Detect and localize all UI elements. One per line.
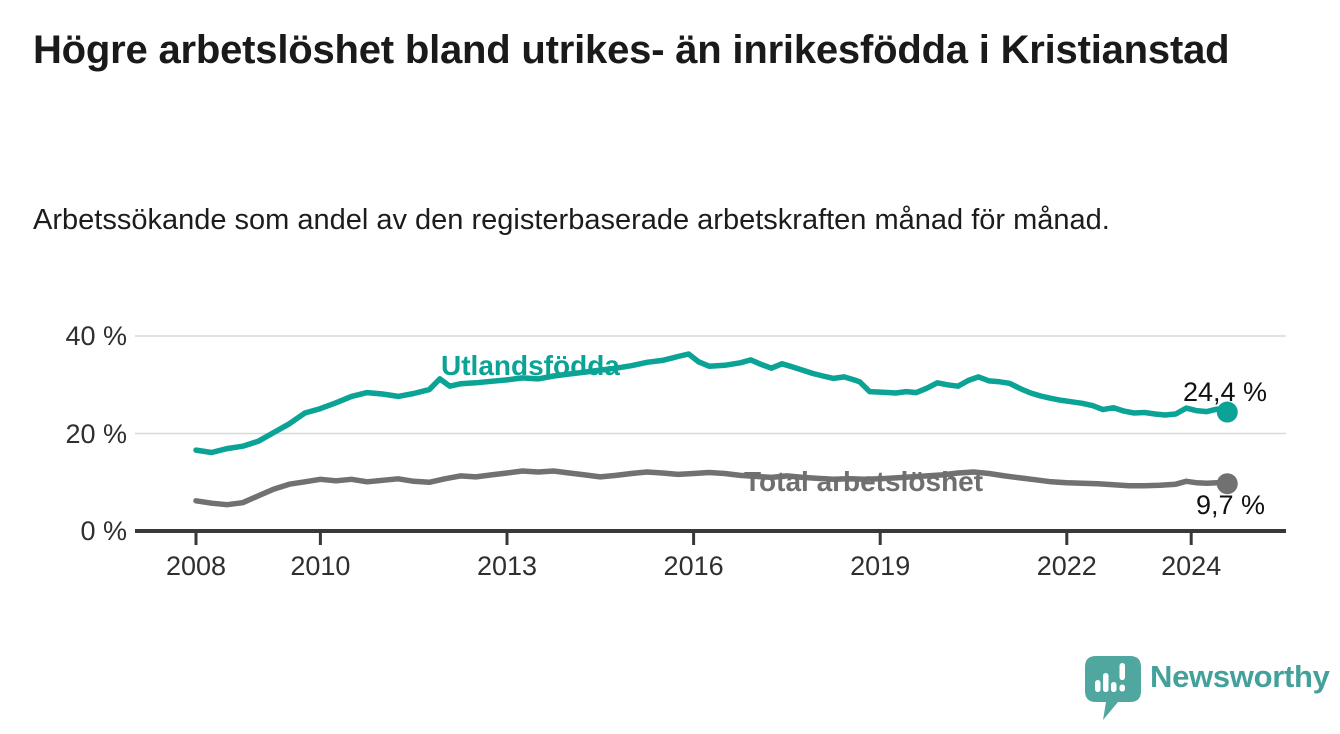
y-axis-tick-label: 40 % [65,321,127,351]
x-axis-tick-label: 2016 [663,551,724,581]
x-axis-tick-label: 2019 [850,551,911,581]
x-axis-tick-label: 2013 [476,551,538,581]
end-value-label-utlandsfodda: 24,4 % [1183,377,1268,407]
x-axis-tick-label: 2022 [1036,551,1097,581]
x-axis-tick-label: 2010 [290,551,351,581]
x-axis-tick-label: 2024 [1161,551,1222,581]
series-line-total-arbetsloshet [193,468,1231,508]
y-axis-tick-label: 0 % [80,516,127,546]
end-value-label-total: 9,7 % [1196,490,1266,520]
page-title: Högre arbetslöshet bland utrikes- än inr… [33,28,1230,72]
newsworthy-logo-icon [1085,656,1141,720]
chart-subtitle: Arbetssökande som andel av den registerb… [33,204,1110,236]
x-axis-tick-label: 2008 [165,551,227,581]
series-label-utlandsfodda: Utlandsfödda [441,350,620,381]
series-line-utlandsfodda [193,351,1231,456]
series-endpoint-dot-total-arbetsloshet [1216,473,1238,495]
series-label-total-arbetsloshet: Total arbetslöshet [744,466,984,497]
brand-name: Newsworthy [1150,659,1330,694]
y-axis-tick-label: 20 % [65,418,127,449]
series-endpoint-dot-utlandsfodda [1216,401,1238,423]
